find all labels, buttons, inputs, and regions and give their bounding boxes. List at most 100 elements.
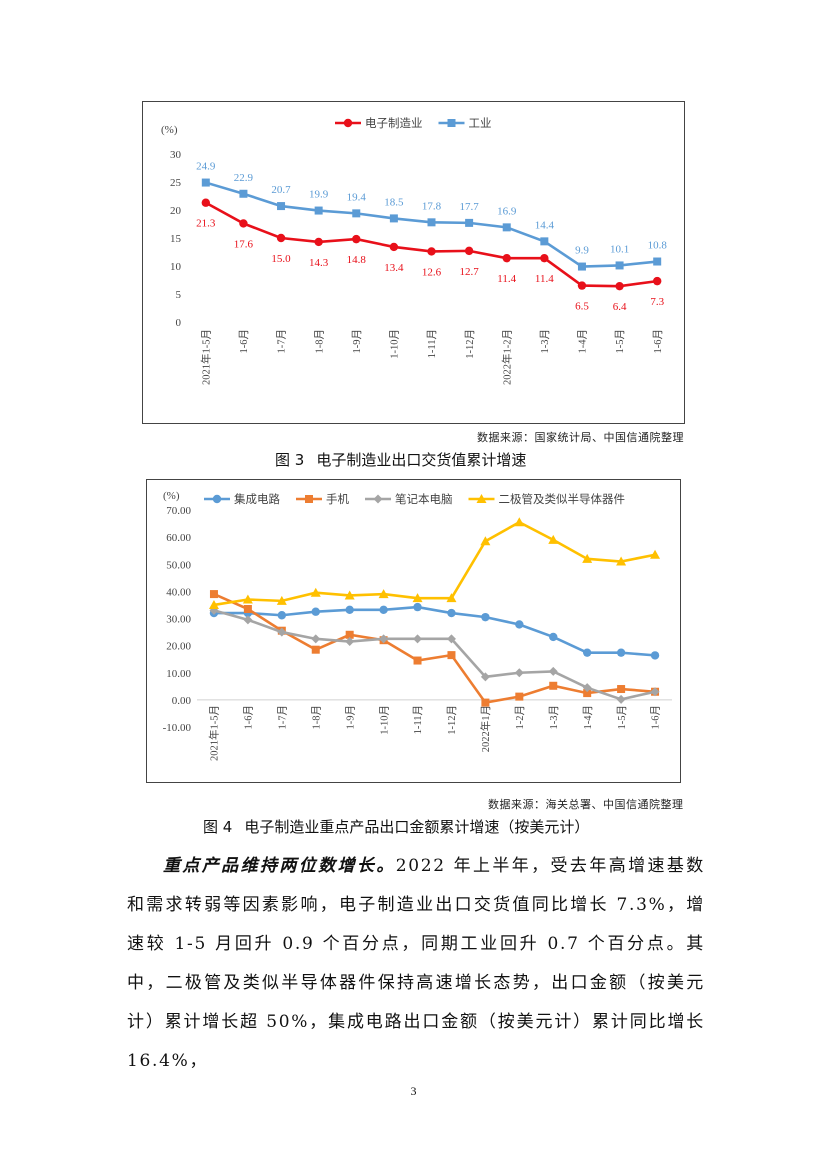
legend-label: 笔记本电脑	[395, 492, 453, 506]
data-point	[540, 253, 549, 263]
y-tick-label: 20	[170, 205, 182, 217]
x-tick-label: 1-2月	[514, 705, 526, 730]
data-point	[378, 589, 389, 599]
data-point	[480, 536, 491, 546]
y-tick-label: 0	[176, 317, 182, 329]
x-tick-label: 2022年1-2月	[500, 329, 513, 385]
data-label: 6.5	[575, 301, 589, 313]
x-tick-label: 1-12月	[464, 329, 476, 359]
data-point	[653, 257, 662, 266]
x-tick-label: 1-6月	[650, 705, 662, 730]
data-point	[515, 692, 524, 701]
x-tick-label: 1-5月	[616, 705, 628, 730]
data-point	[413, 634, 423, 644]
data-point	[481, 698, 490, 707]
x-tick-label: 1-9月	[344, 705, 356, 730]
legend-marker	[476, 494, 487, 503]
y-tick-label: 15	[170, 233, 182, 245]
data-point	[514, 517, 525, 527]
data-label: 20.7	[271, 184, 291, 196]
data-point	[616, 648, 626, 657]
legend-label: 手机	[326, 492, 349, 506]
data-point	[239, 189, 248, 198]
legend-label: 二极管及类似半导体器件	[499, 492, 626, 506]
legend-label: 电子制造业	[365, 116, 423, 130]
figure4-title: 电子制造业重点产品出口金额累计增速（按美元计）	[244, 818, 590, 836]
data-label: 18.5	[384, 196, 404, 208]
data-label: 13.4	[384, 262, 404, 274]
data-point	[239, 219, 248, 228]
data-point	[352, 209, 361, 218]
figure4-chart: (%) -10.00 0.00 10.00 20.00 30.00 40.00 50.00 60…	[146, 479, 681, 783]
legend-label: 集成电路	[234, 492, 280, 506]
data-point	[389, 242, 399, 252]
data-point	[314, 237, 323, 247]
legend-marker	[447, 119, 456, 127]
figure4-chart-svg: (%) -10.00 0.00 10.00 20.00 30.00 40.00 50.00 60…	[163, 490, 672, 761]
data-point	[650, 687, 660, 697]
x-tick-label: 1-8月	[310, 705, 322, 730]
y-tick-label: 30.00	[166, 614, 191, 626]
data-point	[652, 276, 662, 286]
data-point	[242, 594, 253, 604]
data-point	[548, 666, 558, 676]
legend-marker	[343, 118, 353, 128]
data-point	[379, 605, 388, 615]
x-tick-label: 1-3月	[539, 329, 551, 354]
y-tick-label: 70.00	[166, 505, 191, 517]
data-point	[209, 590, 218, 599]
data-point	[464, 246, 474, 256]
series-line	[213, 520, 656, 607]
y-tick-label: 5	[176, 289, 182, 301]
y-tick-label: 10	[170, 261, 182, 273]
data-point	[502, 223, 511, 232]
figure3-caption: 图 3 电子制造业出口交货值累计增速	[275, 449, 526, 470]
data-label: 24.9	[196, 161, 216, 173]
data-label: 17.8	[422, 200, 442, 212]
unit-label: (%)	[161, 124, 178, 136]
data-label: 11.4	[535, 273, 554, 285]
data-point	[582, 648, 592, 657]
data-point	[379, 634, 389, 644]
figure3-number: 图 3	[275, 451, 305, 469]
data-label: 6.4	[613, 301, 627, 313]
figure3-chart-svg: (%) 0 5 10 15 20 25 30 2021年1-5月 1-6月 1-7月 1-8月 1-9月…	[161, 116, 668, 385]
x-tick-label: 1-12月	[446, 705, 458, 735]
data-label: 17.7	[459, 201, 479, 213]
y-tick-label: 50.00	[166, 559, 191, 571]
data-label: 12.7	[459, 266, 479, 278]
x-tick-label: 1-7月	[276, 705, 288, 730]
data-point	[549, 681, 558, 690]
x-tick-label: 1-6月	[238, 329, 250, 354]
data-point	[311, 607, 320, 616]
data-point	[427, 247, 436, 256]
data-point	[583, 689, 592, 698]
y-tick-label: 60.00	[166, 532, 191, 544]
data-label: 16.9	[497, 205, 517, 217]
data-point	[243, 605, 252, 614]
data-label: 11.4	[497, 273, 516, 285]
data-label: 19.4	[347, 191, 367, 203]
data-point	[481, 612, 490, 622]
figure3-source: 数据来源：国家统计局、中国信通院整理	[477, 431, 684, 444]
x-tick-label: 1-11月	[426, 329, 438, 358]
y-tick-label: 10.00	[166, 668, 191, 680]
x-tick-label: 2021年1-5月	[208, 705, 221, 761]
data-point	[413, 602, 422, 612]
y-tick-label: 0.00	[172, 695, 192, 707]
data-point	[413, 656, 422, 665]
data-point	[616, 556, 627, 566]
x-tick-label: 1-5月	[614, 329, 626, 354]
x-tick-label: 1-10月	[378, 705, 390, 735]
figure3-chart: (%) 0 5 10 15 20 25 30 2021年1-5月 1-6月 1-7月 1-8月 1-9月…	[142, 101, 685, 424]
data-point	[615, 281, 624, 291]
data-point	[616, 694, 626, 704]
data-point	[310, 587, 321, 597]
data-point	[344, 590, 355, 600]
x-tick-label: 2021年1-5月	[199, 329, 212, 385]
data-label: 10.1	[610, 243, 629, 255]
data-point	[548, 534, 559, 544]
data-label: 10.8	[648, 240, 668, 252]
data-point	[201, 178, 210, 187]
x-tick-label: 1-4月	[582, 705, 594, 730]
